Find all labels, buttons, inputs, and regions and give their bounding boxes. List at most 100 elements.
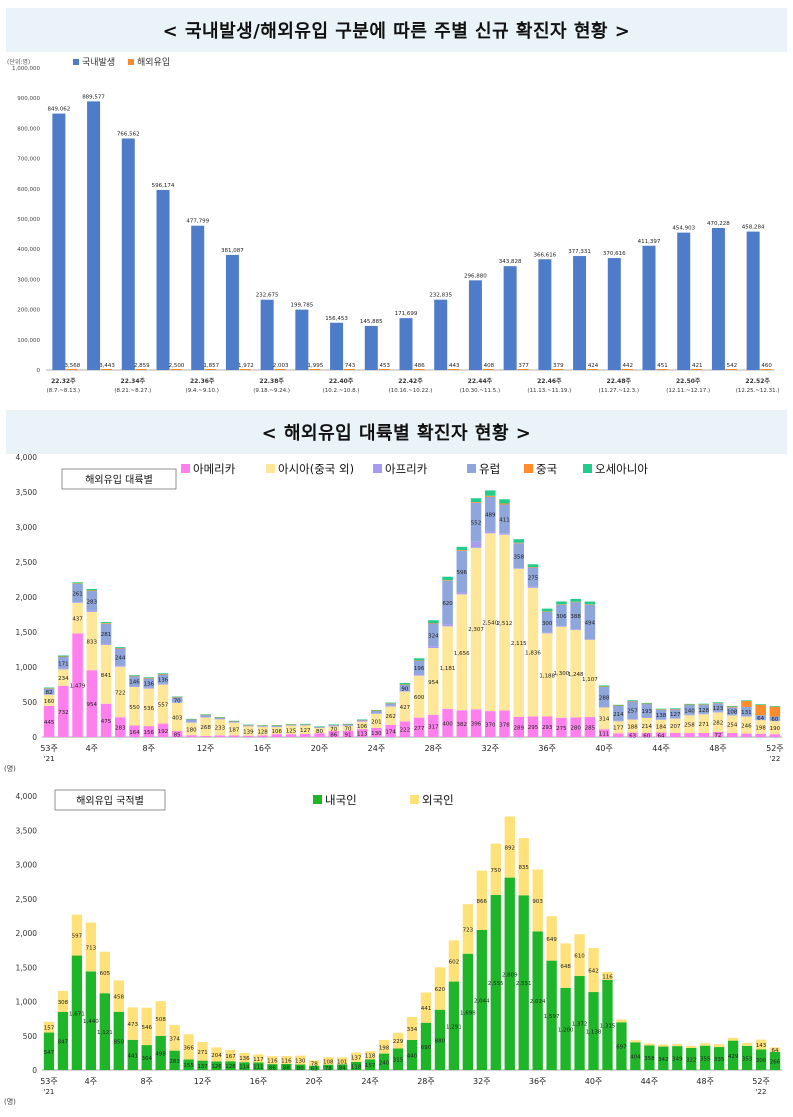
data-label-domestic: 477,799: [186, 219, 209, 225]
bar-segment: [356, 721, 368, 730]
data-label: 275: [556, 726, 567, 732]
data-label: 404: [630, 1055, 641, 1061]
bar-imported: [378, 369, 390, 370]
bar-segment: [570, 630, 581, 718]
bar-segment: [428, 646, 439, 649]
bar-segment: [364, 1051, 376, 1060]
x-tick-range: (9.4.~9.10.): [186, 388, 219, 394]
data-label: 536: [143, 706, 154, 712]
bar-segment: [641, 703, 653, 705]
x-tick-week: 22.38주: [259, 377, 284, 385]
bar-segment: [214, 717, 226, 718]
bar-segment: [490, 843, 501, 895]
bar-segment: [726, 714, 738, 716]
bar-segment: [627, 700, 638, 701]
bar-segment: [769, 705, 781, 707]
bar-domestic: [434, 299, 448, 370]
bar-segment: [613, 720, 624, 722]
data-label: 403: [172, 715, 183, 721]
y-tick-label: 400,000: [17, 247, 40, 253]
bar-segment: [616, 1019, 627, 1023]
bar-segment: [228, 735, 240, 737]
bar-segment: [225, 1061, 236, 1070]
data-label: 458: [114, 995, 125, 1001]
bar-segment: [434, 1009, 446, 1070]
bar-segment: [257, 735, 268, 737]
x-tick-range: (12.25.~12.31.): [736, 388, 780, 394]
bar-segment: [300, 725, 311, 734]
bar-segment: [143, 677, 154, 678]
bar-segment: [71, 955, 83, 1070]
data-label: 233: [215, 726, 226, 732]
data-label: 1,372: [572, 1022, 588, 1028]
bar-segment: [560, 943, 571, 988]
data-label: 2,044: [474, 998, 490, 1004]
bar-segment: [129, 676, 140, 687]
data-label: 70: [174, 698, 181, 704]
bar-segment: [630, 1040, 641, 1043]
bar-segment: [513, 716, 524, 737]
data-label-domestic: 381,087: [221, 248, 244, 254]
bar-segment: [328, 724, 339, 725]
data-label: 445: [44, 720, 55, 726]
bar-segment: [186, 718, 197, 720]
data-label: 196: [414, 666, 425, 672]
bar-segment: [556, 604, 567, 627]
bar-segment: [115, 665, 126, 667]
bar-segment: [574, 934, 585, 977]
bar-segment: [186, 735, 197, 737]
bar-segment: [85, 922, 97, 972]
bar-segment: [115, 647, 126, 648]
bar-imported: [587, 369, 599, 370]
bar-segment: [428, 623, 439, 624]
chart-label-box: [61, 468, 177, 490]
data-label: 258: [684, 723, 695, 729]
legend-swatch: [467, 464, 476, 473]
bar-segment: [100, 644, 112, 704]
y-tick-label: 700,000: [17, 157, 40, 163]
bar-segment: [214, 735, 226, 737]
bar-domestic: [399, 318, 413, 370]
bar-segment: [143, 678, 154, 688]
bar-segment: [658, 1046, 669, 1070]
data-label: 86: [330, 732, 337, 738]
data-label: 171: [58, 661, 69, 667]
data-label: 180: [186, 727, 197, 733]
bar-segment: [171, 702, 183, 703]
legend-swatch: [181, 464, 190, 473]
bar-segment: [584, 601, 596, 605]
data-label: 187: [229, 727, 240, 733]
bar-segment: [356, 719, 368, 720]
bar-segment: [43, 694, 55, 695]
bar-imported: [413, 369, 425, 370]
bar-segment: [485, 496, 496, 532]
bar-segment: [602, 971, 613, 980]
x-tick-range: (10.2.~10.8.): [323, 388, 360, 394]
data-label: 429: [728, 1054, 739, 1060]
legend-label-domestic: 국내발생: [82, 57, 115, 68]
bar-segment: [655, 732, 667, 737]
bar-segment: [588, 948, 599, 993]
data-label: 597: [72, 934, 83, 940]
bar-segment: [86, 670, 98, 737]
data-label: 108: [323, 1059, 334, 1065]
y-tick-label: 2,500: [16, 558, 38, 567]
bar-segment: [399, 684, 411, 685]
y-tick-label: 4,000: [16, 453, 38, 462]
data-label: 605: [100, 971, 111, 977]
data-label-domestic: 377,331: [568, 249, 591, 255]
data-label: 697: [616, 1045, 627, 1051]
bar-segment: [556, 626, 567, 627]
bar-segment: [456, 549, 468, 551]
data-label: 427: [400, 705, 411, 711]
bar-segment: [428, 620, 439, 624]
y-tick-label: 500: [23, 1032, 38, 1041]
bar-segment: [328, 726, 339, 731]
data-label: 64: [772, 1048, 779, 1054]
x-tick-label: 4주: [86, 744, 98, 753]
bar-segment: [58, 668, 69, 670]
x-tick-label: 32주: [481, 744, 499, 753]
bar-segment: [243, 725, 254, 736]
bar-segment: [157, 674, 169, 675]
data-label: 1,107: [582, 677, 598, 683]
